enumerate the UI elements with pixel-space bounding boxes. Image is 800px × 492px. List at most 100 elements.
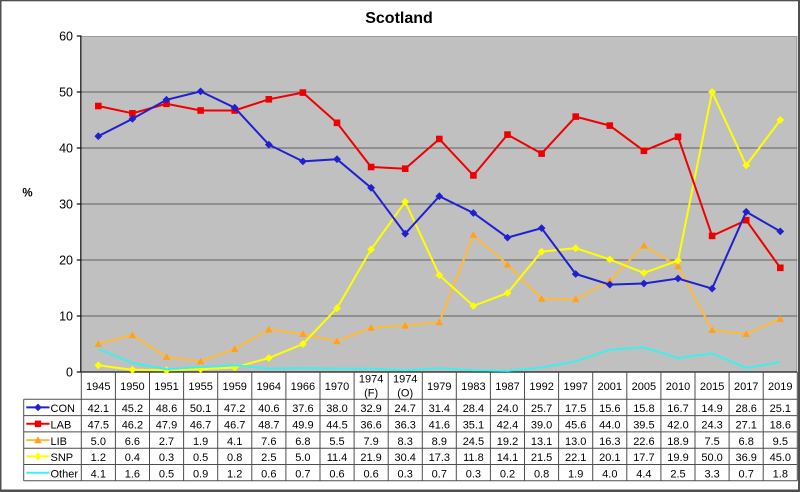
svg-text:4.1: 4.1 [227,436,242,448]
svg-text:0.7: 0.7 [295,469,310,481]
svg-text:0.9: 0.9 [193,469,208,481]
svg-text:25.1: 25.1 [770,403,791,415]
svg-text:1997: 1997 [563,381,587,393]
svg-text:6.8: 6.8 [739,436,754,448]
svg-text:1966: 1966 [291,381,315,393]
svg-text:24.3: 24.3 [701,420,722,432]
svg-text:14.9: 14.9 [701,403,722,415]
svg-text:19.9: 19.9 [667,452,688,464]
svg-text:44.5: 44.5 [326,420,347,432]
svg-text:30: 30 [59,198,73,212]
svg-text:39.5: 39.5 [633,420,654,432]
svg-text:20: 20 [59,254,73,268]
svg-text:16.3: 16.3 [599,436,620,448]
svg-text:2001: 2001 [598,381,622,393]
svg-text:47.2: 47.2 [224,403,245,415]
svg-text:1992: 1992 [529,381,553,393]
svg-text:47.5: 47.5 [88,420,109,432]
svg-text:38.0: 38.0 [326,403,347,415]
svg-text:22.1: 22.1 [565,452,586,464]
svg-text:Scotland: Scotland [365,10,433,27]
svg-text:0.5: 0.5 [193,452,208,464]
svg-text:48.6: 48.6 [156,403,177,415]
svg-text:LAB: LAB [51,420,72,432]
svg-text:24.0: 24.0 [497,403,518,415]
svg-text:36.3: 36.3 [394,420,415,432]
svg-text:1945: 1945 [86,381,110,393]
svg-text:0.6: 0.6 [261,469,276,481]
svg-text:1964: 1964 [257,381,281,393]
svg-text:46.2: 46.2 [122,420,143,432]
svg-text:50: 50 [59,86,73,100]
svg-text:8.9: 8.9 [432,436,447,448]
svg-text:7.5: 7.5 [704,436,719,448]
svg-text:17.5: 17.5 [565,403,586,415]
svg-text:42.1: 42.1 [88,403,109,415]
svg-text:25.7: 25.7 [531,403,552,415]
svg-text:1974: 1974 [359,374,383,386]
svg-text:45.0: 45.0 [770,452,791,464]
svg-text:30.4: 30.4 [394,452,415,464]
svg-text:41.6: 41.6 [429,420,450,432]
svg-text:0.7: 0.7 [739,469,754,481]
svg-text:44.0: 44.0 [599,420,620,432]
svg-text:1.8: 1.8 [773,469,788,481]
svg-text:27.1: 27.1 [735,420,756,432]
svg-text:1959: 1959 [222,381,246,393]
svg-text:7.6: 7.6 [261,436,276,448]
svg-text:1951: 1951 [154,381,178,393]
svg-text:0: 0 [66,366,73,380]
svg-text:19.2: 19.2 [497,436,518,448]
svg-text:1955: 1955 [188,381,212,393]
svg-text:18.9: 18.9 [667,436,688,448]
svg-text:20.1: 20.1 [599,452,620,464]
svg-text:2010: 2010 [666,381,690,393]
svg-text:1.9: 1.9 [568,469,583,481]
svg-text:1.2: 1.2 [91,452,106,464]
svg-text:36.9: 36.9 [735,452,756,464]
svg-text:46.7: 46.7 [190,420,211,432]
svg-text:Other: Other [51,469,79,481]
svg-text:0.7: 0.7 [432,469,447,481]
svg-text:(F): (F) [364,387,378,399]
svg-text:%: % [22,187,32,199]
svg-text:14.1: 14.1 [497,452,518,464]
svg-text:1.2: 1.2 [227,469,242,481]
svg-text:4.0: 4.0 [602,469,617,481]
svg-text:1974: 1974 [393,374,417,386]
svg-text:(O): (O) [397,387,413,399]
svg-text:2019: 2019 [768,381,792,393]
svg-text:LIB: LIB [51,436,68,448]
svg-text:17.7: 17.7 [633,452,654,464]
svg-text:2.7: 2.7 [159,436,174,448]
svg-text:39.0: 39.0 [531,420,552,432]
svg-text:1.9: 1.9 [193,436,208,448]
svg-text:36.6: 36.6 [360,420,381,432]
svg-text:47.9: 47.9 [156,420,177,432]
svg-text:2.5: 2.5 [670,469,685,481]
svg-text:24.5: 24.5 [463,436,484,448]
svg-text:2005: 2005 [632,381,656,393]
svg-text:1983: 1983 [461,381,485,393]
svg-text:40: 40 [59,142,73,156]
svg-text:50.1: 50.1 [190,403,211,415]
svg-text:2017: 2017 [734,381,758,393]
svg-text:0.4: 0.4 [125,452,140,464]
svg-text:42.0: 42.0 [667,420,688,432]
svg-text:49.9: 49.9 [292,420,313,432]
svg-text:46.7: 46.7 [224,420,245,432]
svg-text:1970: 1970 [325,381,349,393]
svg-text:9.5: 9.5 [773,436,788,448]
svg-text:22.6: 22.6 [633,436,654,448]
svg-text:31.4: 31.4 [429,403,450,415]
svg-text:5.5: 5.5 [329,436,344,448]
svg-text:10: 10 [59,310,73,324]
svg-text:15.6: 15.6 [599,403,620,415]
svg-text:1987: 1987 [495,381,519,393]
svg-text:5.0: 5.0 [91,436,106,448]
svg-text:45.6: 45.6 [565,420,586,432]
svg-text:6.6: 6.6 [125,436,140,448]
svg-text:35.1: 35.1 [463,420,484,432]
svg-text:32.9: 32.9 [360,403,381,415]
svg-text:16.7: 16.7 [667,403,688,415]
